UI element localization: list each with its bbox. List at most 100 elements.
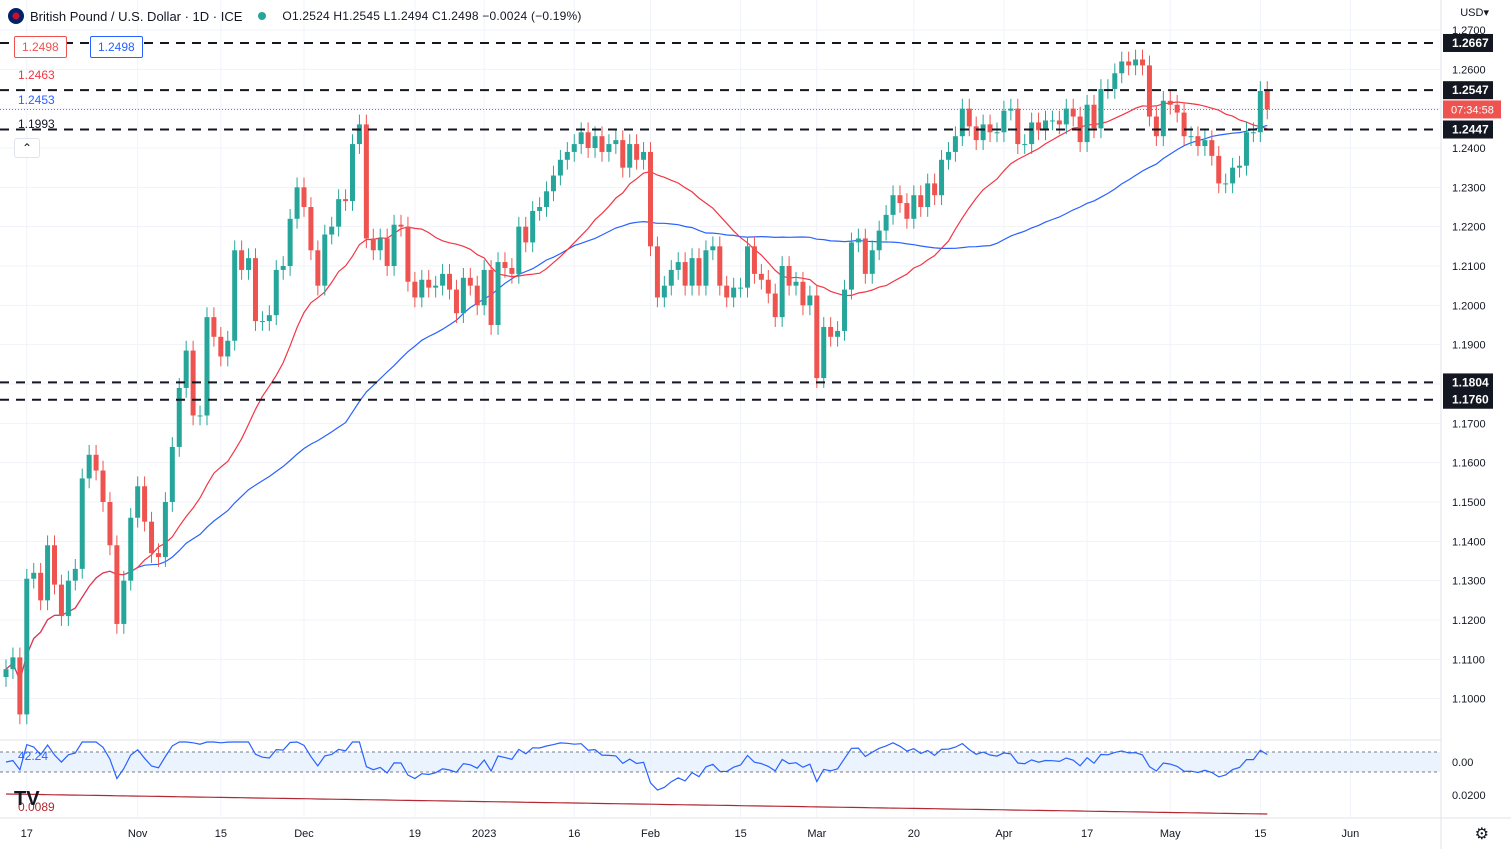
candle <box>204 307 210 426</box>
candle-body <box>1063 108 1069 125</box>
candle-body <box>710 246 716 251</box>
rsi-value: 42.24 <box>18 749 49 763</box>
candle-body <box>495 262 501 325</box>
candle <box>1230 157 1236 194</box>
level-label: 1.2547 <box>1452 83 1489 97</box>
candle <box>481 260 487 316</box>
candle <box>627 134 633 178</box>
candle <box>294 177 300 229</box>
candle-body <box>994 132 1000 134</box>
buy-price-box[interactable]: 1.2498 <box>90 36 143 58</box>
candle-body <box>689 258 695 286</box>
candle <box>1126 51 1132 76</box>
candle-body <box>266 315 272 322</box>
candle-body <box>1133 59 1139 66</box>
candle-body <box>225 340 231 357</box>
candle <box>821 317 827 388</box>
x-tick-label: Dec <box>294 828 314 840</box>
candle-body <box>772 293 778 318</box>
candle <box>1022 134 1028 154</box>
candle <box>654 236 660 308</box>
candle-body <box>1188 136 1194 138</box>
candle <box>772 283 778 327</box>
candle <box>183 340 189 398</box>
candle-body <box>384 238 390 266</box>
candle <box>814 285 820 388</box>
candle <box>502 252 508 278</box>
candle <box>86 444 92 489</box>
macd-line <box>5 793 1268 815</box>
candle-body <box>162 502 168 558</box>
y-tick-label: 1.2600 <box>1452 64 1486 76</box>
candle <box>1112 63 1118 99</box>
candle <box>398 214 404 237</box>
candle-body <box>280 266 286 270</box>
candle-body <box>142 486 148 522</box>
candle <box>585 122 591 158</box>
symbol-title[interactable]: British Pound / U.S. Dollar · 1D · ICE <box>30 8 243 24</box>
candle <box>1091 94 1097 139</box>
candle-body <box>405 226 411 282</box>
settings-gear-icon[interactable]: ⚙ <box>1474 826 1489 843</box>
candle <box>356 114 362 154</box>
candle <box>1036 112 1042 141</box>
candle <box>738 277 744 298</box>
candle <box>308 197 314 261</box>
candle <box>197 405 203 426</box>
candle-body <box>1084 104 1090 143</box>
candle <box>377 228 383 261</box>
candle-body <box>1146 65 1152 117</box>
sell-price-box[interactable]: 1.2498 <box>14 36 67 58</box>
candle <box>391 214 397 276</box>
candle <box>599 126 605 162</box>
candle <box>336 189 342 237</box>
candle-body <box>259 321 265 323</box>
candle <box>24 568 30 725</box>
candle <box>959 98 965 147</box>
candle <box>724 275 730 308</box>
candle <box>426 269 432 298</box>
candle <box>65 570 71 626</box>
candle-body <box>149 521 155 554</box>
candle-body <box>509 267 515 274</box>
candle-body <box>211 317 217 337</box>
candle-body <box>52 545 58 585</box>
candle-body <box>1209 140 1215 156</box>
candle-body <box>862 238 868 274</box>
candle <box>1029 112 1035 154</box>
candle-body <box>682 262 688 286</box>
candle-body <box>128 517 134 581</box>
currency-label: USD <box>1460 7 1484 19</box>
collapse-legend-button[interactable]: ⌃ <box>14 138 40 158</box>
candle-body <box>239 250 245 270</box>
candle <box>980 114 986 150</box>
x-tick-label: 17 <box>21 828 33 840</box>
candle <box>315 240 321 296</box>
gbp-flag-icon <box>8 8 24 24</box>
candle-body <box>925 183 931 207</box>
candle-body <box>433 285 439 288</box>
candle-body <box>675 262 681 270</box>
candle-body <box>904 203 910 219</box>
candle-body <box>370 238 376 251</box>
candle-body <box>592 136 598 148</box>
x-tick-label: Feb <box>641 828 660 840</box>
level-label-bg <box>1443 81 1493 100</box>
currency-selector[interactable]: USD▾ <box>1460 6 1489 19</box>
candle <box>440 264 446 296</box>
candle-body <box>65 580 71 617</box>
candle-body <box>58 584 64 617</box>
candle-body <box>252 258 258 322</box>
candle-body <box>398 224 404 227</box>
candle-body <box>79 478 85 569</box>
candle <box>564 142 570 170</box>
candle-body <box>24 578 30 715</box>
candle <box>994 122 1000 143</box>
osc-tick-label: 0.0200 <box>1452 790 1486 802</box>
candle <box>557 149 563 186</box>
candle <box>225 330 231 367</box>
candle-body <box>93 454 99 471</box>
level-label: 1.1804 <box>1452 375 1489 389</box>
level-label-bg <box>1443 390 1493 409</box>
